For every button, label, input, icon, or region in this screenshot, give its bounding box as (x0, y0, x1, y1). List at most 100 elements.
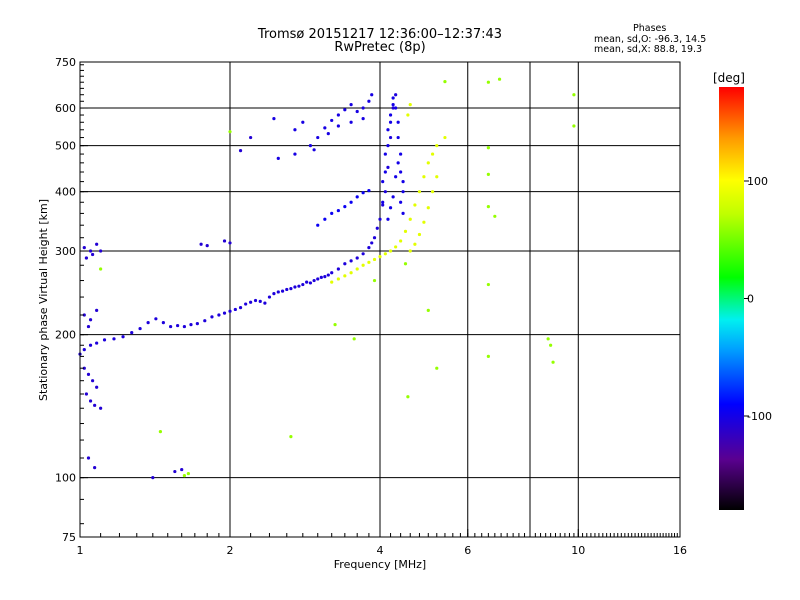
data-point (572, 124, 576, 128)
data-point (297, 284, 301, 288)
data-point (151, 476, 155, 480)
data-point (386, 165, 390, 169)
data-point (222, 239, 227, 243)
x-tick-label: 6 (464, 544, 471, 557)
data-point (305, 280, 309, 284)
data-point (372, 236, 377, 240)
data-point (349, 200, 353, 204)
data-point (205, 243, 209, 248)
data-point (349, 103, 353, 107)
y-tick-label: 200 (55, 329, 76, 342)
data-point (486, 282, 490, 287)
data-point (367, 189, 371, 193)
data-point (386, 217, 390, 221)
data-point (86, 324, 91, 329)
data-point (408, 217, 412, 221)
data-point (154, 317, 158, 321)
data-point (375, 226, 379, 230)
series-upper-f-echoes (272, 93, 374, 161)
data-point (182, 474, 186, 478)
y-tick-label: 400 (55, 186, 76, 199)
data-point (546, 337, 550, 341)
data-point (551, 360, 555, 364)
data-point (210, 315, 214, 319)
colorbar-ticks: -100 0 100 (744, 175, 772, 423)
data-point (88, 343, 93, 347)
data-point (84, 392, 88, 396)
data-point (388, 113, 393, 117)
data-point (228, 309, 232, 313)
data-point (272, 117, 276, 121)
chart-subtitle: RwPretec (8p) (334, 40, 426, 55)
data-point (349, 271, 353, 275)
data-point (388, 135, 393, 140)
data-point (244, 302, 248, 306)
data-point (378, 217, 382, 221)
data-point (399, 170, 403, 174)
data-point (422, 175, 426, 179)
data-point (82, 366, 86, 370)
data-point (176, 323, 180, 328)
data-point (263, 301, 267, 305)
phase-info-o-line: mean, sd,O: -96.3, 14.5 (594, 34, 707, 45)
data-point (330, 211, 334, 216)
data-point (330, 118, 334, 123)
data-point (222, 311, 227, 315)
data-point (301, 120, 305, 124)
data-point (312, 278, 316, 283)
data-point (308, 281, 313, 285)
data-point (396, 135, 400, 140)
data-point (426, 206, 430, 210)
data-point (349, 259, 353, 263)
x-tick-label: 1 (77, 544, 84, 557)
data-point (372, 278, 377, 283)
data-point (228, 241, 232, 245)
data-point (199, 242, 203, 246)
data-point (435, 144, 439, 148)
data-point (493, 214, 497, 218)
data-point (91, 252, 95, 257)
data-point (383, 170, 387, 174)
data-point (417, 232, 422, 237)
x-tick-label: 16 (673, 544, 687, 557)
data-point (323, 217, 327, 221)
data-point (293, 128, 297, 132)
data-point (326, 273, 330, 277)
data-point (435, 366, 439, 370)
data-point (396, 120, 400, 124)
data-point (403, 229, 408, 233)
data-point (95, 308, 99, 312)
series-e-layer-trace (78, 93, 398, 356)
data-point (82, 313, 86, 317)
data-point (394, 175, 398, 179)
data-point (336, 124, 340, 128)
data-point (86, 372, 91, 376)
data-point (383, 252, 387, 256)
data-point (93, 403, 97, 407)
data-point (88, 318, 93, 322)
data-point (388, 249, 393, 253)
data-point (289, 435, 293, 439)
data-point (394, 245, 398, 249)
data-point (401, 211, 405, 216)
data-point (386, 128, 390, 132)
data-point (88, 249, 93, 253)
data-point (293, 152, 297, 156)
data-point (352, 337, 356, 341)
data-point (161, 321, 165, 325)
data-point (435, 175, 439, 179)
data-point (367, 99, 371, 103)
colorbar-tick-label: 100 (747, 175, 768, 188)
data-point (355, 256, 359, 260)
data-point (146, 321, 150, 325)
data-point (82, 246, 86, 250)
colorbar-label: [deg] (713, 71, 745, 85)
data-point (308, 144, 313, 148)
data-point (381, 200, 385, 204)
data-point (316, 223, 320, 227)
data-point (486, 146, 490, 150)
data-point (572, 93, 576, 97)
data-point (285, 287, 289, 292)
data-point (343, 108, 347, 112)
data-point (99, 406, 103, 410)
